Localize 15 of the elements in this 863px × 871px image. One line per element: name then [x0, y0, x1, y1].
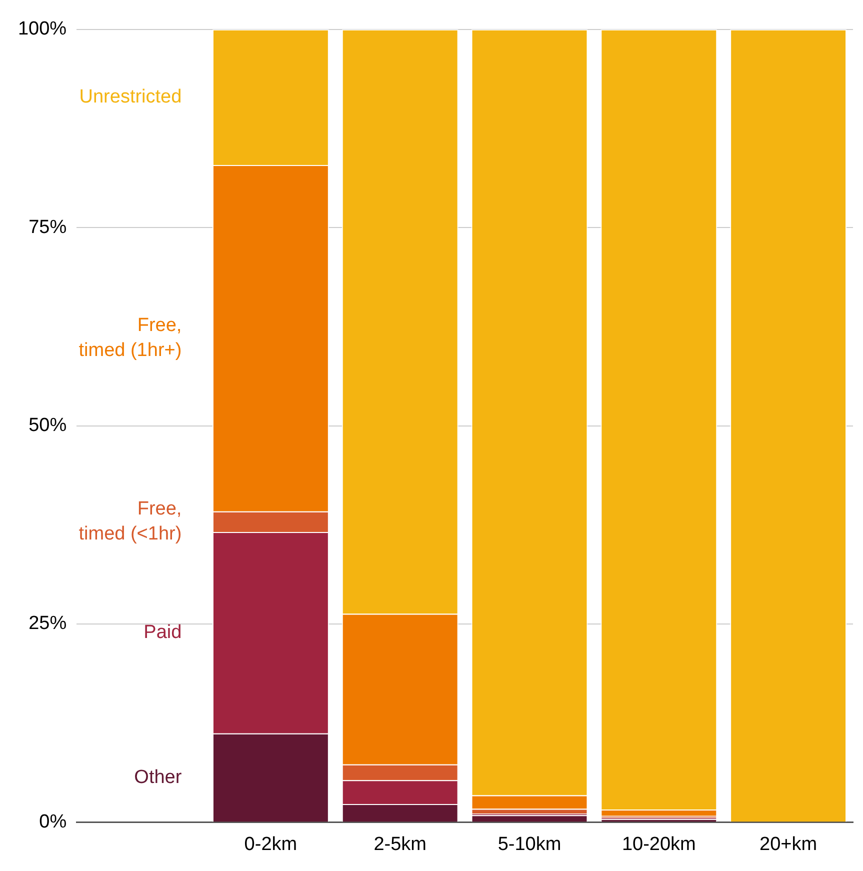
- series-label: Free, timed (1hr+): [78, 314, 182, 361]
- series-label: Other: [134, 767, 182, 788]
- series-label: Free, timed (<1hr): [78, 498, 182, 544]
- x-tick-label: 2-5km: [374, 834, 426, 855]
- x-tick-label: 5-10km: [498, 834, 562, 855]
- y-tick-label: 100%: [18, 18, 67, 40]
- x-tick-label: 10-20km: [622, 834, 696, 855]
- series-label: Paid: [144, 622, 182, 643]
- y-tick-label: 25%: [28, 613, 67, 634]
- y-tick-label: 50%: [28, 415, 67, 436]
- x-tick-label: 0-2km: [244, 834, 298, 855]
- y-tick-label: 0%: [39, 811, 67, 832]
- x-tick-label: 20+km: [760, 834, 818, 855]
- y-tick-label: 75%: [28, 216, 67, 238]
- series-label: Unrestricted: [79, 86, 182, 108]
